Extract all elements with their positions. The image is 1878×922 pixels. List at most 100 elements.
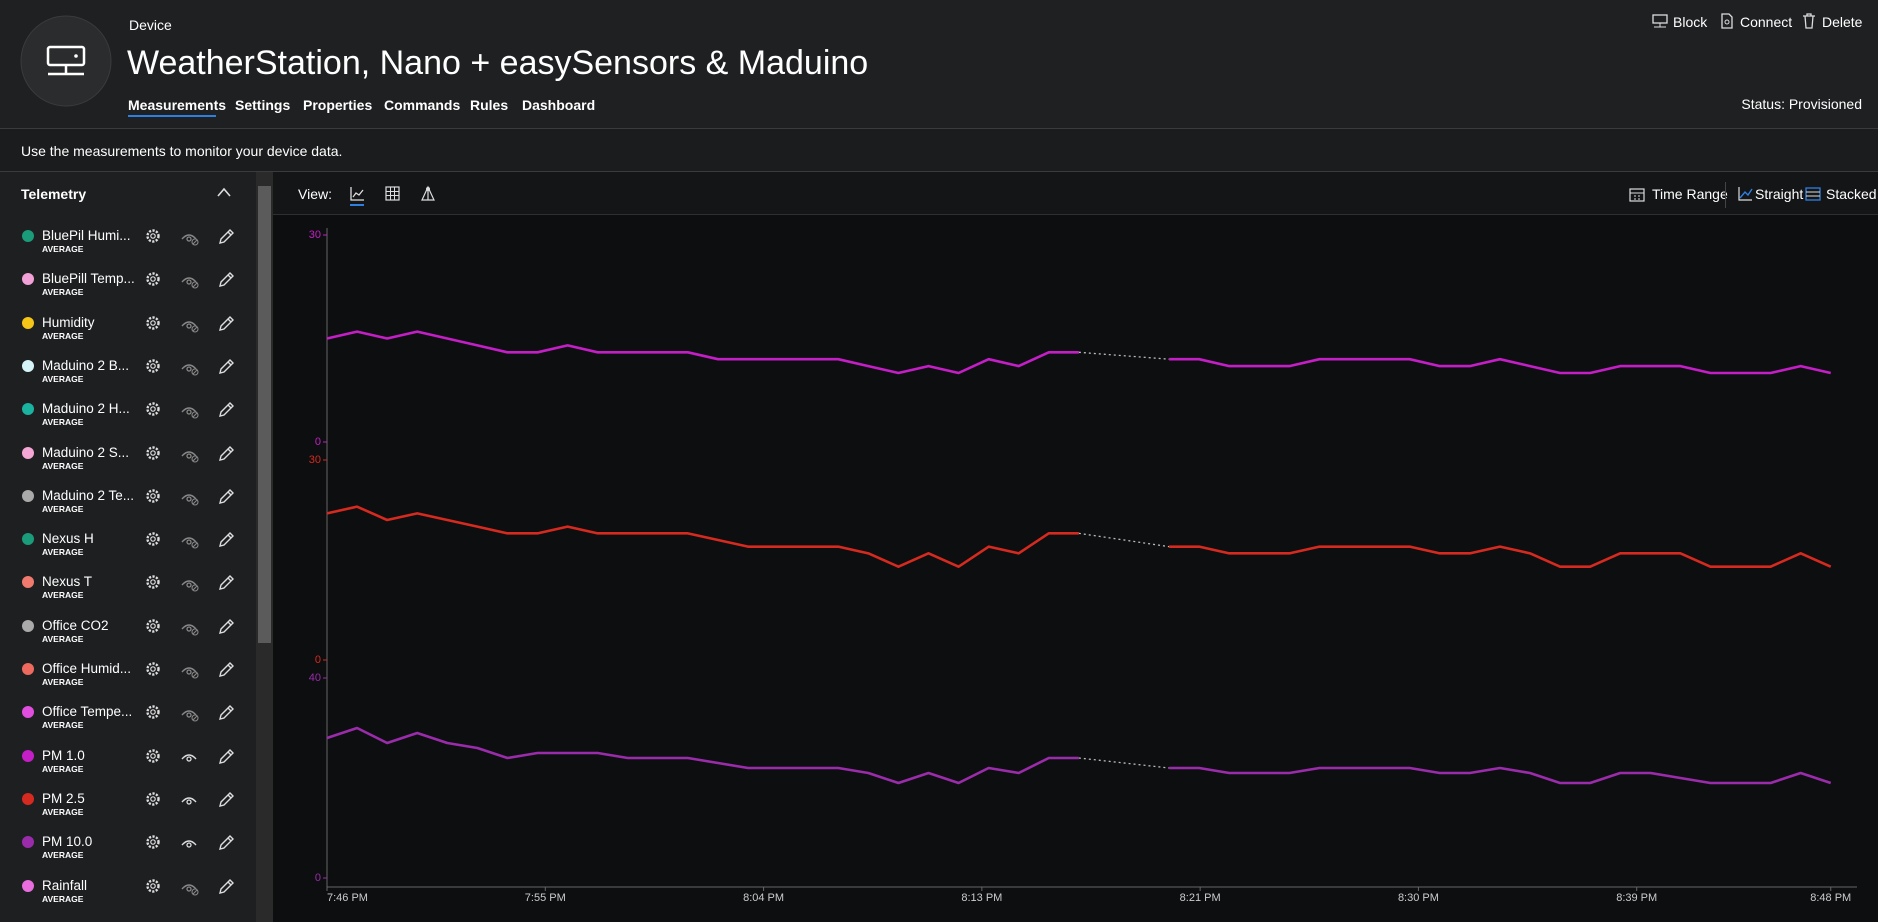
visibility-icon[interactable]	[181, 840, 197, 848]
gear-icon[interactable]	[146, 272, 160, 286]
telemetry-name: Office Tempe...	[42, 704, 133, 720]
telemetry-item[interactable]: Nexus T AVERAGE	[0, 570, 256, 613]
visibility-icon[interactable]	[181, 797, 197, 805]
pencil	[219, 229, 234, 244]
gear-icon[interactable]	[146, 445, 160, 460]
edit-icon[interactable]	[219, 748, 234, 764]
edit-icon[interactable]	[219, 835, 234, 851]
edit-icon[interactable]	[219, 791, 234, 807]
tab[interactable]: Commands	[384, 97, 461, 113]
telemetry-item[interactable]: Maduino 2 B... AVERAGE	[0, 354, 256, 397]
telemetry-item[interactable]: BluePill Temp... AVERAGE	[0, 267, 256, 310]
visibility-icon[interactable]	[181, 364, 199, 376]
telemetry-item[interactable]: Office CO2 AVERAGE	[0, 614, 256, 657]
aggregation: AVERAGE	[42, 893, 84, 904]
visibility-icon[interactable]	[181, 580, 199, 592]
visibility-icon[interactable]	[181, 883, 199, 896]
edit-icon[interactable]	[219, 402, 234, 418]
gear-icon[interactable]	[146, 662, 160, 676]
gear-icon[interactable]	[146, 359, 160, 373]
visibility-icon[interactable]	[181, 667, 199, 679]
telemetry-item[interactable]: Rainfall AVERAGE	[0, 874, 256, 917]
edit-icon[interactable]	[219, 445, 234, 461]
edit-icon[interactable]	[219, 315, 234, 331]
edit-icon[interactable]	[219, 662, 234, 677]
telemetry-item[interactable]: Office Humid... AVERAGE	[0, 657, 256, 700]
edit-icon[interactable]	[219, 532, 234, 548]
visibility-icon[interactable]	[181, 320, 199, 333]
pencil	[219, 705, 234, 721]
telemetry-item[interactable]: Maduino 2 S... AVERAGE	[0, 441, 256, 484]
telemetry-name: Nexus T	[42, 574, 93, 590]
connect-action[interactable]: Connect	[1740, 14, 1793, 30]
telemetry-item[interactable]: Humidity AVERAGE	[0, 311, 256, 354]
tab[interactable]: Settings	[235, 97, 291, 113]
gear-icon[interactable]	[146, 835, 160, 849]
straight-toggle[interactable]: Straight	[1755, 186, 1804, 202]
x-tick-label: 8:13 PM	[961, 892, 1002, 904]
visibility-icon[interactable]	[181, 277, 199, 289]
gear-icon[interactable]	[146, 575, 160, 590]
edit-icon[interactable]	[219, 358, 234, 374]
visibility-icon[interactable]	[181, 710, 199, 722]
telemetry-item[interactable]: BluePil Humi... AVERAGE	[0, 224, 256, 267]
eye-slash	[192, 715, 198, 721]
edit-icon[interactable]	[219, 488, 234, 504]
gear-icon[interactable]	[146, 705, 160, 719]
pencil	[219, 662, 234, 677]
edit-icon[interactable]	[219, 575, 234, 591]
eye-slash	[192, 629, 198, 635]
gear-icon[interactable]	[146, 618, 160, 633]
visibility-icon[interactable]	[181, 407, 199, 419]
gear-icon[interactable]	[146, 748, 160, 763]
edit-icon[interactable]	[219, 878, 234, 894]
edit-icon[interactable]	[219, 705, 234, 721]
visibility-icon[interactable]	[181, 234, 199, 246]
gear-icon[interactable]	[146, 229, 160, 243]
telemetry-item[interactable]: PM 2.5 AVERAGE	[0, 787, 256, 830]
gear-icon[interactable]	[146, 532, 160, 546]
telemetry-item[interactable]: Office Tempe... AVERAGE	[0, 700, 256, 743]
visibility-icon[interactable]	[181, 450, 199, 463]
gear-hub	[150, 492, 156, 499]
telemetry-name: Rainfall	[42, 877, 88, 893]
gear-icon[interactable]	[146, 878, 160, 893]
view-icons[interactable]	[348, 184, 444, 208]
telemetry-item[interactable]: PM 10.0 AVERAGE	[0, 830, 256, 873]
visibility-icon[interactable]	[181, 753, 197, 762]
telemetry-item[interactable]: Maduino 2 Te... AVERAGE	[0, 484, 256, 527]
status: Status: Provisioned	[1741, 96, 1862, 112]
tab[interactable]: Rules	[470, 97, 509, 113]
telemetry-item[interactable]: Maduino 2 H... AVERAGE	[0, 397, 256, 440]
delete-action[interactable]: Delete	[1822, 14, 1863, 30]
gear-icon[interactable]	[146, 489, 160, 503]
edit-icon[interactable]	[219, 272, 234, 288]
telemetry-name: Humidity	[42, 314, 95, 330]
telemetry-name: BluePill Temp...	[42, 271, 135, 287]
telemetry-item[interactable]: PM 1.0 AVERAGE	[0, 744, 256, 787]
tab[interactable]: Measurements	[128, 97, 227, 113]
gear-icon[interactable]	[146, 402, 160, 416]
block-action[interactable]: Block	[1673, 14, 1708, 30]
telemetry-item[interactable]: Nexus H AVERAGE	[0, 527, 256, 570]
gear-icon[interactable]	[146, 315, 160, 330]
series-dot	[22, 316, 34, 329]
gear-icon[interactable]	[146, 792, 160, 806]
gap-connector	[1078, 757, 1170, 769]
stacked-toggle[interactable]: Stacked	[1826, 186, 1877, 202]
time-range[interactable]: Time Range	[1652, 186, 1728, 202]
gear-hub	[150, 406, 156, 412]
scroll-thumb[interactable]	[258, 186, 271, 643]
visibility-icon[interactable]	[181, 537, 199, 549]
visibility-icon[interactable]	[181, 623, 199, 636]
edit-icon[interactable]	[219, 618, 234, 634]
tab[interactable]: Dashboard	[522, 97, 596, 113]
visibility-icon[interactable]	[181, 494, 199, 506]
y-tick-label: 40	[309, 672, 321, 684]
tab[interactable]: Properties	[303, 97, 373, 113]
gear-ring	[146, 835, 160, 849]
eye-outline	[181, 277, 197, 283]
aggregation: AVERAGE	[42, 330, 84, 341]
edit-icon[interactable]	[219, 229, 234, 244]
collapse-icon[interactable]	[216, 186, 232, 198]
